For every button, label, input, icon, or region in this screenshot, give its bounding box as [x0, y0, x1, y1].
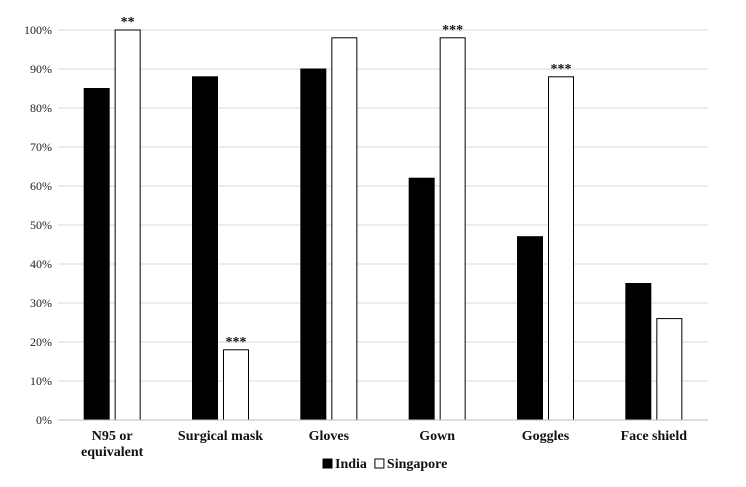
y-tick-label: 100% — [24, 23, 52, 37]
legend-label-singapore: Singapore — [387, 457, 447, 472]
legend: India Singapore — [322, 457, 447, 472]
y-tick-label: 30% — [30, 296, 52, 310]
bar-singapore-0 — [114, 29, 141, 421]
y-tick-label: 0% — [36, 413, 52, 427]
legend-label-india: India — [335, 457, 367, 472]
y-tick-label: 50% — [30, 218, 52, 232]
y-tick-label: 80% — [30, 101, 52, 115]
x-category-label: N95 or — [92, 429, 133, 444]
x-category-label: Gown — [419, 429, 455, 444]
bar-india-3 — [408, 177, 435, 421]
bar-singapore-1 — [223, 349, 249, 421]
significance-marker: *** — [442, 23, 463, 38]
y-axis-ticks: 0% 10% 20% 30% 40% 50% 60% 70% 80% 90% 100% — [24, 23, 52, 427]
x-category-label: Goggles — [522, 429, 570, 444]
y-tick-label: 60% — [30, 179, 52, 193]
legend-swatch-india — [322, 458, 333, 469]
y-tick-label: 70% — [30, 140, 52, 154]
bar-singapore-2 — [331, 37, 358, 421]
bar-india-5 — [625, 283, 652, 421]
x-category-label: equivalent — [81, 445, 144, 460]
bar-india-2 — [300, 68, 327, 421]
bar-singapore-3 — [439, 37, 466, 421]
bar-india-0 — [83, 88, 110, 421]
bar-india-4 — [517, 236, 543, 421]
y-tick-label: 10% — [30, 374, 52, 388]
x-category-label: Surgical mask — [178, 429, 263, 444]
bar-singapore-4 — [548, 76, 574, 421]
y-tick-label: 90% — [30, 62, 52, 76]
bar-singapore-5 — [656, 318, 683, 421]
significance-marker: *** — [226, 335, 247, 350]
significance-marker: *** — [551, 62, 572, 77]
x-category-label: Face shield — [621, 429, 688, 444]
significance-markers: *********** — [121, 15, 572, 350]
significance-marker: ** — [121, 15, 135, 30]
x-category-label: Gloves — [309, 429, 350, 444]
gridlines — [58, 29, 708, 382]
bar-india-1 — [192, 76, 218, 421]
legend-swatch-singapore — [374, 458, 385, 469]
y-tick-label: 20% — [30, 335, 52, 349]
y-tick-label: 40% — [30, 257, 52, 271]
